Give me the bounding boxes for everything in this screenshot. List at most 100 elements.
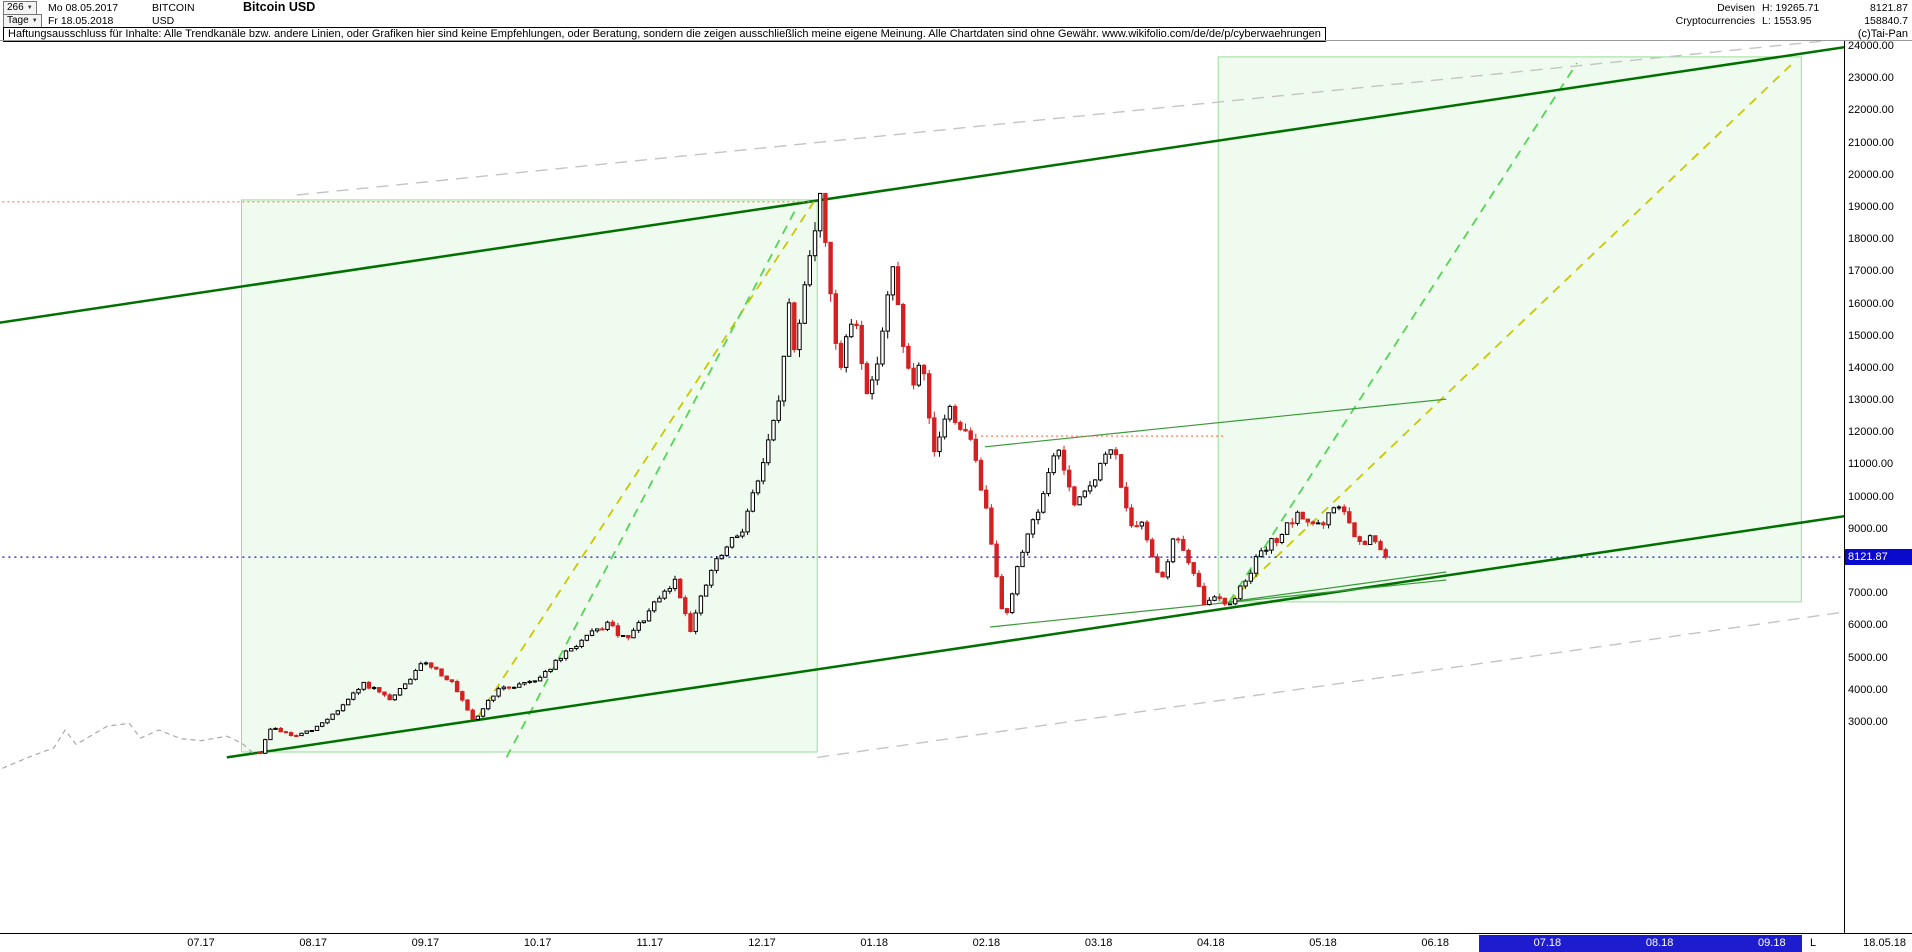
candle-body (797, 322, 802, 351)
candle-body (574, 646, 579, 649)
candle-body (745, 510, 750, 533)
candle-body (309, 730, 315, 732)
candle-body (776, 400, 781, 421)
trend-channel-region-1 (241, 199, 818, 753)
price-axis-label: 11000.00 (1848, 458, 1894, 471)
candle-body (1093, 479, 1098, 487)
last-price-value: 8121.87 (1870, 2, 1908, 14)
candle-body (1253, 556, 1259, 574)
candle-body (475, 715, 481, 720)
price-axis-label: 4000.00 (1848, 683, 1888, 696)
candle-body (833, 293, 838, 344)
header-divider (0, 40, 1912, 41)
lower-trend-channel (226, 514, 1844, 759)
price-axis-label: 19000.00 (1848, 200, 1894, 213)
timeframe-dropdown[interactable]: Tage ▼ (3, 14, 42, 28)
candle-body (626, 635, 631, 639)
candle-body (947, 405, 953, 420)
candle-body (1051, 455, 1056, 474)
candle-body (958, 421, 963, 430)
month-label: 03.18 (1084, 937, 1113, 949)
candle-body (781, 355, 787, 402)
time-axis: L 18.05.18 07.17 08.17 09.17 10.17 11.17 12.1… (0, 933, 1912, 952)
timeframe-value: Tage (7, 15, 29, 26)
candle-body (792, 302, 797, 351)
last-bar-marker: L (1810, 937, 1817, 949)
candle-body (1150, 539, 1155, 558)
candle-body (911, 367, 916, 386)
candle-body (366, 681, 372, 689)
candle-body (921, 364, 927, 375)
chart-title: Bitcoin USD (243, 0, 316, 14)
candle-body (558, 657, 563, 661)
candle-body (1342, 506, 1347, 513)
candle-body (989, 507, 994, 545)
candle-body (1222, 597, 1227, 605)
candle-body (527, 680, 532, 684)
candle-body (672, 578, 678, 590)
candle-body (1067, 469, 1072, 488)
month-label: 11.17 (636, 937, 664, 949)
candle-body (662, 590, 667, 599)
month-label: 07.18 (1533, 937, 1562, 949)
candle-body (304, 730, 309, 734)
candle-body (1025, 533, 1030, 553)
price-axis-label: 16000.00 (1848, 297, 1894, 310)
candle-body (1207, 599, 1212, 605)
candle-body (636, 622, 641, 631)
candle-body (1336, 506, 1342, 509)
candle-body (283, 731, 289, 734)
candle-body (1295, 511, 1300, 524)
candle-body (294, 735, 299, 737)
candle-body (1305, 518, 1310, 523)
price-axis-label: 17000.00 (1848, 265, 1894, 278)
candle-body (589, 630, 595, 636)
candle-body (1108, 449, 1113, 455)
candle-body (340, 704, 346, 712)
candle-body (1383, 549, 1388, 558)
candle-body (812, 230, 818, 257)
candle-body (278, 727, 283, 733)
candle-body (595, 628, 600, 632)
candle-body (600, 628, 605, 631)
candle-body (537, 676, 543, 682)
candle-body (1227, 603, 1233, 606)
month-label: 12.17 (748, 937, 776, 949)
green-dashed-projection-2018 (1228, 62, 1578, 603)
candle-body (1103, 453, 1108, 464)
minor-green-support-2 (1229, 571, 1447, 603)
candle-body (1362, 540, 1368, 546)
candle-body (605, 621, 610, 631)
candle-body (844, 336, 849, 368)
candle-body (932, 417, 937, 453)
bars-count-dropdown[interactable]: 266 ▼ (3, 1, 37, 15)
price-axis-label: 13000.00 (1848, 394, 1894, 407)
month-label: 05.18 (1309, 937, 1337, 949)
candle-body (698, 595, 704, 614)
candle-body (1259, 550, 1264, 558)
candle-body (1144, 521, 1150, 541)
candle-body (356, 688, 361, 694)
chart-plot-area[interactable] (0, 41, 1844, 933)
candle-body (678, 578, 683, 599)
candle-body (978, 459, 984, 491)
price-axis-label: 6000.00 (1848, 619, 1888, 632)
candle-body (1129, 507, 1134, 527)
candle-body (288, 732, 294, 736)
price-axis-label: 10000.00 (1848, 490, 1894, 503)
bars-count-value: 266 (7, 2, 24, 13)
candle-body (1041, 493, 1046, 513)
candle-body (729, 537, 735, 548)
candle-body (646, 610, 652, 622)
price-axis-label: 5000.00 (1848, 651, 1888, 664)
candle-body (268, 728, 273, 741)
price-axis-label: 15000.00 (1848, 329, 1894, 342)
candle-body (543, 671, 548, 678)
candle-body (906, 345, 911, 369)
candle-body (1326, 512, 1331, 526)
price-axis: 8121.87 24000.00 23000.00 22000.00 21000.00… (1844, 40, 1912, 933)
month-label: 06.18 (1421, 937, 1449, 949)
candle-body (532, 680, 538, 683)
price-axis-label: 22000.00 (1848, 104, 1894, 117)
